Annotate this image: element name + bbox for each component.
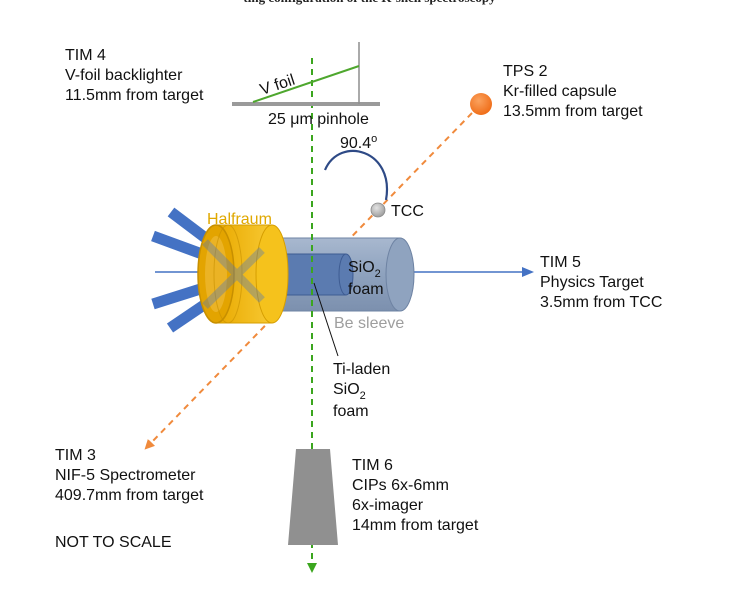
tim3-title: TIM 3 (55, 447, 96, 464)
be-sleeve-label: Be sleeve (334, 315, 404, 332)
v-foil (252, 65, 360, 103)
tim4-title: TIM 4 (65, 47, 106, 64)
tim3-distance: 409.7mm from target (55, 487, 204, 504)
tps2-distance: 13.5mm from target (503, 103, 643, 120)
tim6-title: TIM 6 (352, 457, 393, 474)
tim5-label: TIM 5 Physics Target 3.5mm from TCC (540, 253, 662, 313)
ti-laden-pointer (313, 282, 339, 357)
page-header-fragment: ting configuration of the K-shell spectr… (0, 0, 739, 6)
tps2-label: TPS 2 Kr-filled capsule 13.5mm from targ… (503, 62, 643, 122)
tim3-label: TIM 3 NIF-5 Spectrometer 409.7mm from ta… (55, 446, 204, 506)
tps2-title: TPS 2 (503, 63, 548, 80)
ti-laden-foam-label: foam (333, 403, 369, 420)
kr-capsule (470, 93, 492, 115)
tcc-marker (370, 202, 386, 218)
tim5-title: TIM 5 (540, 254, 581, 271)
pinhole-label: 25 μm pinhole (268, 111, 369, 128)
tim6-imager-type: 6x-imager (352, 497, 424, 514)
tim4-distance: 11.5mm from target (65, 87, 204, 104)
tim6-description: CIPs 6x-6mm (352, 477, 449, 494)
tcc-label: TCC (391, 203, 424, 220)
tim6-label: TIM 6 CIPs 6x-6mm 6x-imager 14mm from ta… (352, 456, 478, 536)
tim6-imager (288, 449, 338, 545)
tps2-description: Kr-filled capsule (503, 83, 617, 100)
sio2-foam-cylinder (281, 253, 354, 296)
ti-laden-sio2-label: SiO2 (333, 381, 366, 402)
tim4-description: V-foil backlighter (65, 67, 183, 84)
v-foil-label: V foil (258, 72, 297, 99)
tim4-label: TIM 4 V-foil backlighter 11.5mm from tar… (65, 46, 203, 106)
tim3-description: NIF-5 Spectrometer (55, 467, 196, 484)
sio2-foam-label: SiO2 (348, 259, 381, 280)
ti-laden-label: Ti-laden (333, 361, 390, 378)
not-to-scale-note: NOT TO SCALE (55, 534, 172, 551)
angle-arc (323, 149, 389, 201)
tim5-distance: 3.5mm from TCC (540, 294, 663, 311)
tim5-description: Physics Target (540, 274, 644, 291)
tim6-distance: 14mm from target (352, 517, 479, 534)
halfraum (197, 224, 289, 324)
angle-label: 90.4o (340, 133, 377, 152)
sio2-foam-label-line2: foam (348, 281, 384, 298)
halfraum-label: Halfraum (207, 211, 272, 228)
laser-beam-overlay (202, 239, 265, 309)
pinhole-plate (232, 102, 380, 106)
